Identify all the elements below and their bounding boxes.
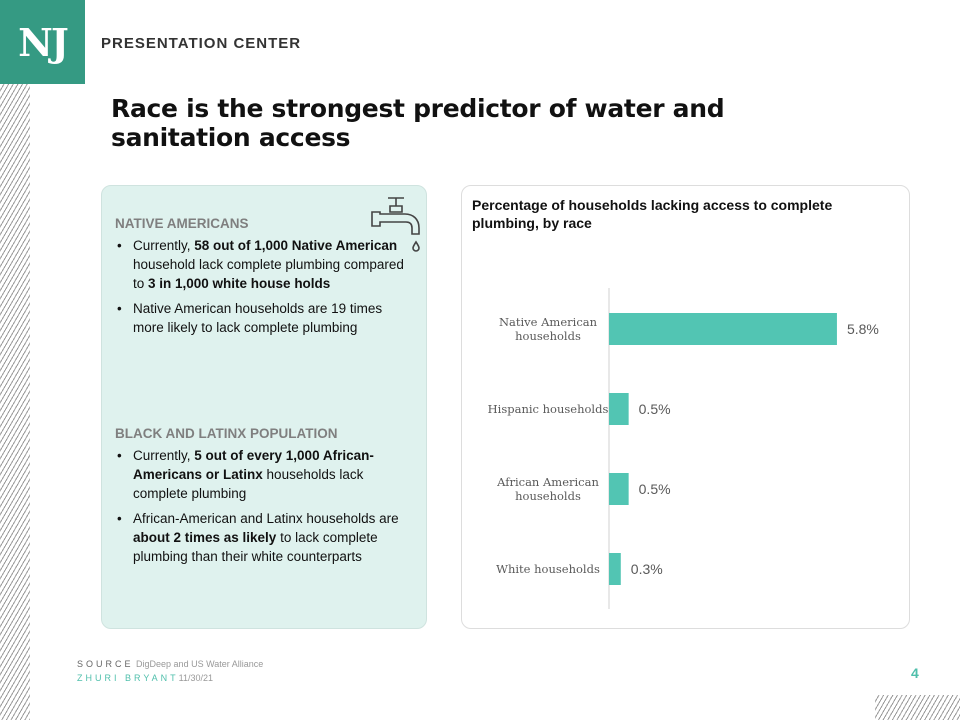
text: to lack complete plumbing than their whi… xyxy=(133,530,378,564)
slide-title: Race is the strongest predictor of water… xyxy=(111,94,725,152)
text: Currently, xyxy=(133,238,195,253)
text: African-American and Latinx households a… xyxy=(133,511,399,526)
section-heading: NATIVE AMERICANS xyxy=(115,216,249,231)
category-label: Native American households xyxy=(499,315,598,343)
bar xyxy=(609,313,837,345)
data-label: 5.8% xyxy=(847,321,879,337)
author-name: ZHURI BRYANT xyxy=(77,673,179,683)
source-line: SOURCE DigDeep and US Water Alliance xyxy=(77,659,263,669)
bullet-item: Native American households are 19 times … xyxy=(115,299,411,337)
faucet-icon xyxy=(371,197,420,252)
bullet-list: Currently, 5 out of every 1,000 African-… xyxy=(115,446,411,572)
bold-text: 3 in 1,000 white house holds xyxy=(148,276,331,291)
source-text: DigDeep and US Water Alliance xyxy=(136,659,264,669)
decorative-hatch xyxy=(0,84,30,720)
decorative-hatch xyxy=(875,695,960,720)
bold-text: about 2 times as likely xyxy=(133,530,277,545)
data-label: 0.5% xyxy=(639,401,671,417)
text: Native American households are 19 times … xyxy=(133,301,383,335)
bold-text: 58 out of 1,000 Native American xyxy=(194,238,398,253)
chart-panel: Percentage of households lacking access … xyxy=(461,185,910,629)
chart-title: Percentage of households lacking access … xyxy=(472,197,833,231)
info-card: NATIVE AMERICANS Currently, 58 out of 1,0… xyxy=(101,185,427,629)
bullet-item: African-American and Latinx households a… xyxy=(115,509,411,566)
bar xyxy=(609,473,629,505)
bullet-item: Currently, 5 out of every 1,000 African-… xyxy=(115,446,411,503)
data-label: 0.3% xyxy=(631,561,663,577)
page-number: 4 xyxy=(911,665,919,681)
category-label: African American households xyxy=(496,475,599,503)
bullet-list: Currently, 58 out of 1,000 Native Americ… xyxy=(115,236,411,343)
date: 11/30/21 xyxy=(178,673,214,683)
category-label: Hispanic households xyxy=(488,402,609,416)
text: Currently, xyxy=(133,448,195,463)
bar xyxy=(609,553,621,585)
category-label: White households xyxy=(496,562,600,576)
text: households lack complete plumbing xyxy=(133,467,364,501)
bold-text: 5 out of every 1,000 African-Americans o… xyxy=(133,448,374,482)
data-label: 0.5% xyxy=(639,481,671,497)
nj-logo: NJ xyxy=(0,0,85,84)
text: household lack complete plumbing compare… xyxy=(133,257,404,291)
bar-chart: 5.8% Native American households 0.5% Hispani… xyxy=(488,288,879,609)
source-label: SOURCE xyxy=(77,659,134,669)
bar xyxy=(609,393,629,425)
presentation-center-label: PRESENTATION CENTER xyxy=(101,35,302,52)
author-line: ZHURI BRYANT11/30/21 xyxy=(77,673,213,683)
bullet-item: Currently, 58 out of 1,000 Native Americ… xyxy=(115,236,411,293)
section-heading: BLACK AND LATINX POPULATION xyxy=(115,426,338,441)
